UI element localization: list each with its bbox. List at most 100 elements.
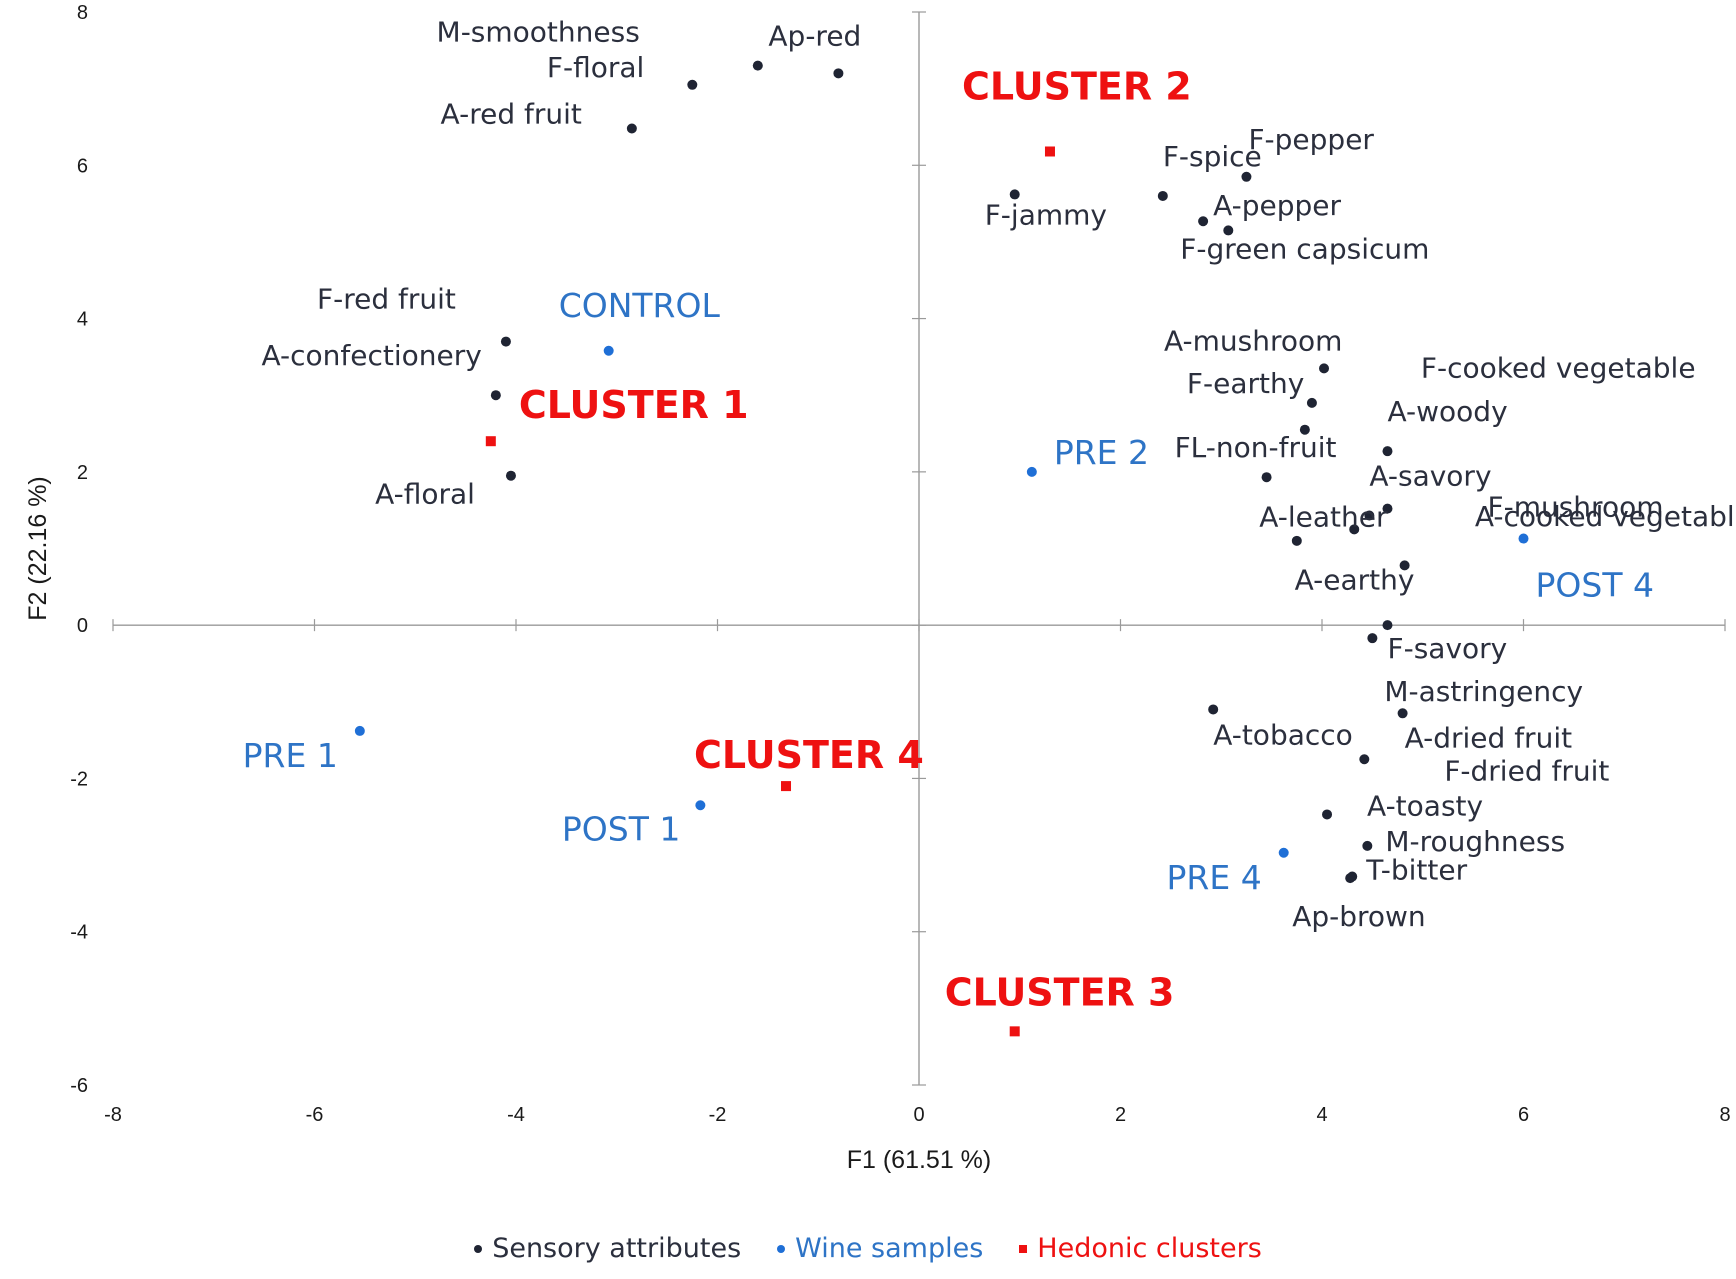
sample-label-post-4: POST 4 [1536, 566, 1654, 605]
point-labels: M-smoothness Ap-red F-floral A-red fruit F-r… [243, 16, 1736, 1015]
sample-point-post-4 [1518, 533, 1529, 544]
sample-label-post-1: POST 1 [562, 809, 680, 848]
attribute-label-f-savory: F-savory [1387, 632, 1507, 665]
cluster-label-cluster-2: CLUSTER 2 [962, 64, 1192, 108]
attribute-point-a-pepper [1198, 216, 1209, 227]
y-tick-label: 6 [77, 155, 88, 177]
cluster-label-cluster-4: CLUSTER 4 [694, 733, 924, 777]
x-tick-label: 6 [1518, 1104, 1529, 1126]
attribute-label-m-smoothness: M-smoothness [437, 16, 640, 49]
x-tick-label: -4 [507, 1104, 525, 1126]
cluster-marker-cluster-2 [1044, 146, 1055, 157]
attribute-point-m-astringency [1367, 633, 1378, 644]
y-tick-label: 2 [77, 462, 88, 484]
attribute-point-m-smoothness [752, 60, 763, 71]
attribute-label-a-leather: A-leather [1259, 500, 1388, 533]
y-tick-label: 0 [77, 615, 88, 637]
attribute-point-f-floral [687, 79, 698, 90]
legend-marker-samples [777, 1244, 786, 1253]
attribute-point-a-woody [1382, 446, 1393, 457]
attribute-point-f-dried-fruit [1359, 754, 1370, 765]
attribute-label-f-earthy: F-earthy [1187, 367, 1304, 400]
x-axis-title: F1 (61.51 %) [847, 1146, 992, 1174]
attribute-point-f-mushroom [1382, 503, 1393, 514]
attribute-label-t-bitter: T-bitter [1365, 854, 1467, 887]
cluster-label-cluster-3: CLUSTER 3 [945, 970, 1175, 1014]
y-tick-label: -4 [70, 922, 88, 944]
attribute-point-a-red-fruit [626, 123, 637, 134]
attribute-point-f-green-capsicum [1223, 225, 1234, 236]
attribute-point-f-savory [1382, 620, 1393, 631]
sample-point-pre-4 [1278, 847, 1289, 858]
attribute-point-a-toasty [1322, 809, 1333, 820]
y-tick-label: -6 [70, 1075, 88, 1097]
attribute-point-a-cooked-vegetable [1291, 535, 1302, 546]
attribute-label-m-roughness: M-roughness [1385, 825, 1565, 858]
attribute-label-f-mushroom: F-mushroom [1487, 491, 1663, 524]
tick-labels: -8 -6 -4 -2 0 2 4 6 8 -6 -4 -2 0 2 4 6 8 [70, 2, 1730, 1126]
attribute-point-f-cooked-vegetable [1299, 424, 1310, 435]
legend-marker-attributes [474, 1244, 483, 1253]
y-tick-label: -2 [70, 768, 88, 790]
legend-item-samples: Wine samples [777, 1233, 983, 1264]
x-tick-label: -2 [709, 1104, 727, 1126]
sample-label-pre-4: PRE 4 [1167, 858, 1262, 897]
attribute-label-a-dried-fruit: A-dried fruit [1405, 721, 1573, 754]
attribute-label-f-floral: F-floral [547, 51, 644, 84]
cluster-marker-cluster-4 [781, 781, 792, 792]
sample-point-control [603, 345, 614, 356]
attribute-label-a-confectionery: A-confectionery [262, 339, 482, 372]
attribute-point-a-earthy [1399, 560, 1410, 571]
attribute-point-ap-red [833, 68, 844, 79]
attribute-label-a-toasty: A-toasty [1367, 789, 1483, 822]
legend: Sensory attributes Wine samples Hedonic … [0, 1233, 1736, 1264]
attribute-point-a-mushroom [1319, 363, 1330, 374]
attribute-label-f-green-capsicum: F-green capsicum [1180, 232, 1429, 265]
cluster-marker-cluster-3 [1009, 1026, 1020, 1037]
attribute-label-a-pepper: A-pepper [1213, 189, 1341, 222]
attribute-label-f-red-fruit: F-red fruit [317, 283, 456, 316]
attribute-point-m-roughness [1362, 840, 1373, 851]
attribute-point-a-leather [1349, 524, 1360, 535]
cluster-label-cluster-1: CLUSTER 1 [519, 383, 749, 427]
attribute-point-f-jammy [1009, 189, 1020, 200]
attribute-label-a-earthy: A-earthy [1295, 563, 1415, 596]
attribute-label-a-floral: A-floral [375, 478, 475, 511]
x-tick-label: -8 [104, 1104, 122, 1126]
attribute-label-a-savory: A-savory [1369, 460, 1491, 493]
attribute-point-f-earthy [1306, 397, 1317, 408]
attribute-label-ap-brown: Ap-brown [1292, 900, 1425, 933]
legend-item-attributes: Sensory attributes [474, 1233, 741, 1264]
x-tick-label: 2 [1115, 1104, 1126, 1126]
legend-item-clusters: Hedonic clusters [1019, 1233, 1262, 1264]
cluster-marker-cluster-1 [485, 436, 496, 447]
x-tick-label: 0 [913, 1104, 924, 1126]
x-tick-label: 8 [1719, 1104, 1730, 1126]
legend-label-clusters: Hedonic clusters [1037, 1233, 1262, 1264]
x-tick-label: 4 [1316, 1104, 1327, 1126]
legend-label-samples: Wine samples [795, 1233, 984, 1264]
sample-point-pre-1 [354, 725, 365, 736]
axes [112, 11, 1726, 1086]
sample-label-control: CONTROL [559, 286, 721, 325]
y-tick-label: 4 [77, 309, 88, 331]
x-tick-label: -6 [306, 1104, 324, 1126]
y-tick-label: 8 [77, 2, 88, 24]
attribute-point-f-spice [1157, 190, 1168, 201]
attribute-label-fl-non-fruit: FL-non-fruit [1175, 431, 1337, 464]
attribute-label-f-jammy: F-jammy [985, 198, 1107, 231]
attribute-label-f-pepper: F-pepper [1248, 123, 1374, 156]
scatter-chart: -8 -6 -4 -2 0 2 4 6 8 -6 -4 -2 0 2 4 6 8 F1 (61.51 %) F2… [24, 2, 1736, 1174]
sample-label-pre-1: PRE 1 [243, 736, 338, 775]
attribute-label-a-cooked-vegetable: A-cooked vegetable [1475, 500, 1736, 533]
attribute-label-a-mushroom: A-mushroom [1164, 324, 1342, 357]
attribute-point-fl-non-fruit [1261, 472, 1272, 483]
attribute-point-f-pepper [1241, 171, 1252, 182]
data-points [354, 60, 1529, 1037]
attribute-point-f-red-fruit [500, 336, 511, 347]
attribute-label-f-spice: F-spice [1163, 140, 1262, 173]
sample-point-post-1 [695, 800, 706, 811]
attribute-label-a-tobacco: A-tobacco [1213, 718, 1353, 751]
attribute-label-f-dried-fruit: F-dried fruit [1444, 754, 1609, 787]
attribute-label-a-red-fruit: A-red fruit [441, 97, 582, 130]
